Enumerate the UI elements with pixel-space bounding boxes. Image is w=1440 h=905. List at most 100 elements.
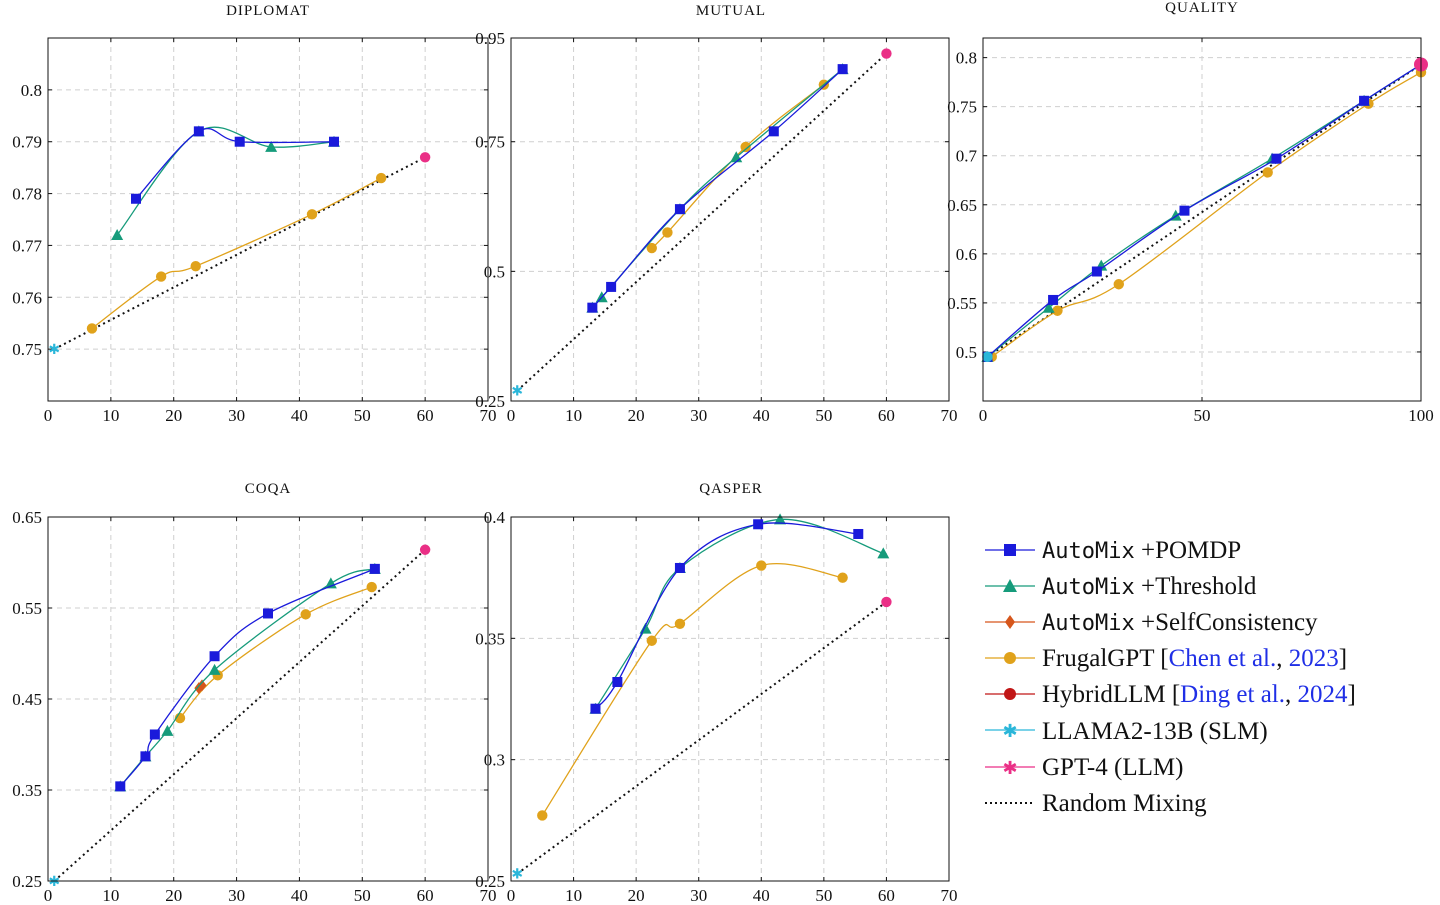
y-tick-label: 0.45 xyxy=(12,690,42,709)
data-point-frugal xyxy=(646,635,657,646)
x-tick-label: 20 xyxy=(165,406,182,425)
legend-label: AutoMix +SelfConsistency xyxy=(1042,609,1318,636)
data-point-threshold xyxy=(208,663,221,675)
data-point-threshold xyxy=(265,140,278,152)
legend-circle-marker xyxy=(1004,652,1016,664)
chart-mutual: MUTUAL 0 10 20 30 40 50 60 700.250.50.750.95✱ xyxy=(475,3,957,425)
chart-qasper: QASPER 0 10 20 30 40 50 60 700.250.30.350.4✱ xyxy=(475,481,957,905)
data-point-threshold xyxy=(324,577,337,589)
grid xyxy=(983,38,1421,401)
legend-rest: +Threshold xyxy=(1135,573,1257,600)
chart-title: QUALITY xyxy=(1165,0,1239,16)
legend-label: AutoMix +POMDP xyxy=(1042,537,1241,564)
data-point-pomdp xyxy=(234,136,245,147)
legend-entry-llm: ✱ GPT-4 (LLM) xyxy=(985,754,1183,781)
data-point-pomdp xyxy=(587,302,598,313)
legend-mono: AutoMix xyxy=(1042,611,1135,636)
series-line-random xyxy=(53,156,426,351)
legend-year[interactable]: 2024 xyxy=(1298,681,1349,708)
legend-cite[interactable]: Chen et al. xyxy=(1169,645,1277,672)
plot-frame xyxy=(510,37,950,402)
legend-pre: HybridLLM [ xyxy=(1042,681,1180,708)
data-point-pomdp xyxy=(590,703,601,714)
x-tick-label: 0 xyxy=(507,886,516,905)
series-line-threshold xyxy=(594,518,884,710)
x-tick-label: 100 xyxy=(1408,406,1434,425)
data-point-pomdp xyxy=(329,136,339,147)
x-tick-label: 0 xyxy=(44,886,53,905)
x-tick-label: 20 xyxy=(165,886,182,905)
grid xyxy=(48,38,488,401)
series-line-pomdp xyxy=(591,68,844,309)
x-tick-label: 60 xyxy=(417,406,434,425)
slm-point: ✱ xyxy=(48,874,60,890)
y-tick-label: 0.55 xyxy=(12,599,42,618)
chart-title: COQA xyxy=(245,481,292,497)
x-tick-label: 30 xyxy=(690,406,707,425)
legend-year[interactable]: 2023 xyxy=(1289,645,1339,672)
x-tick-label: 10 xyxy=(102,406,119,425)
data-point-frugal xyxy=(740,141,751,153)
data-point-pomdp xyxy=(1271,153,1282,164)
y-tick-label: 0.95 xyxy=(475,29,505,48)
grid xyxy=(48,517,488,881)
series-line-threshold xyxy=(116,126,335,236)
slm-point: ✱ xyxy=(511,384,523,400)
grid xyxy=(511,38,949,401)
y-tick-label: 0.75 xyxy=(475,133,505,152)
x-tick-label: 70 xyxy=(941,406,958,425)
y-tick-label: 0.65 xyxy=(947,196,977,215)
y-tick-label: 0.4 xyxy=(484,508,506,527)
legend-label: FrugalGPT [Chen et al., 2023] xyxy=(1042,645,1347,672)
data-point-pomdp xyxy=(369,563,380,574)
slm-point xyxy=(982,351,993,363)
legend-triangle-marker xyxy=(1003,579,1017,592)
legend-frame xyxy=(975,528,1433,823)
y-tick-label: 0.77 xyxy=(12,236,42,255)
legend-star-marker: ✱ xyxy=(1002,758,1017,779)
legend-post: ] xyxy=(1348,681,1356,708)
data-point-frugal xyxy=(86,323,98,334)
legend-mono: AutoMix xyxy=(1042,539,1135,564)
data-point-threshold xyxy=(111,229,124,241)
data-point-frugal xyxy=(190,260,201,272)
data-point-pomdp xyxy=(1359,95,1370,106)
data-point-threshold xyxy=(1042,301,1055,313)
x-tick-label: 50 xyxy=(354,406,371,425)
y-tick-label: 0.7 xyxy=(956,147,978,166)
legend-rest: +POMDP xyxy=(1135,537,1242,564)
series-line-threshold xyxy=(119,568,376,787)
legend: AutoMix +POMDP AutoMix +Threshold AutoMi… xyxy=(975,528,1433,823)
series-line-pomdp xyxy=(594,522,859,710)
y-tick-label: 0.65 xyxy=(12,508,42,527)
data-point-pomdp xyxy=(837,64,848,75)
data-point-frugal xyxy=(300,609,311,620)
y-tick-label: 0.5 xyxy=(484,262,505,281)
data-point-pomdp xyxy=(612,677,623,688)
y-tick-label: 0.75 xyxy=(947,98,977,117)
series-line-pomdp xyxy=(135,128,335,200)
y-tick-label: 0.35 xyxy=(12,781,42,800)
plot-frame xyxy=(47,516,489,882)
legend-entry-threshold: AutoMix +Threshold xyxy=(985,573,1257,600)
x-tick-label: 50 xyxy=(354,886,371,905)
legend-circle-marker xyxy=(1004,688,1016,700)
legend-label: LLAMA2-13B (SLM) xyxy=(1042,718,1268,745)
y-tick-label: 0.78 xyxy=(12,185,42,204)
data-point-pomdp xyxy=(1179,205,1190,216)
legend-square-marker xyxy=(1004,544,1016,556)
legend-cite[interactable]: Ding et al. xyxy=(1180,681,1285,708)
legend-mid: , xyxy=(1276,645,1289,672)
data-point-pomdp xyxy=(1048,294,1059,305)
x-tick-label: 10 xyxy=(565,406,582,425)
x-tick-label: 70 xyxy=(480,406,497,425)
legend-mono: AutoMix xyxy=(1042,575,1135,600)
legend-star-marker: ✱ xyxy=(1002,721,1017,742)
legend-pre: FrugalGPT [ xyxy=(1042,645,1169,672)
data-point-pomdp xyxy=(768,126,779,137)
data-point-pomdp xyxy=(209,651,220,662)
data-point-pomdp xyxy=(606,281,617,292)
data-point-threshold xyxy=(774,513,787,525)
llm-point xyxy=(881,596,892,608)
